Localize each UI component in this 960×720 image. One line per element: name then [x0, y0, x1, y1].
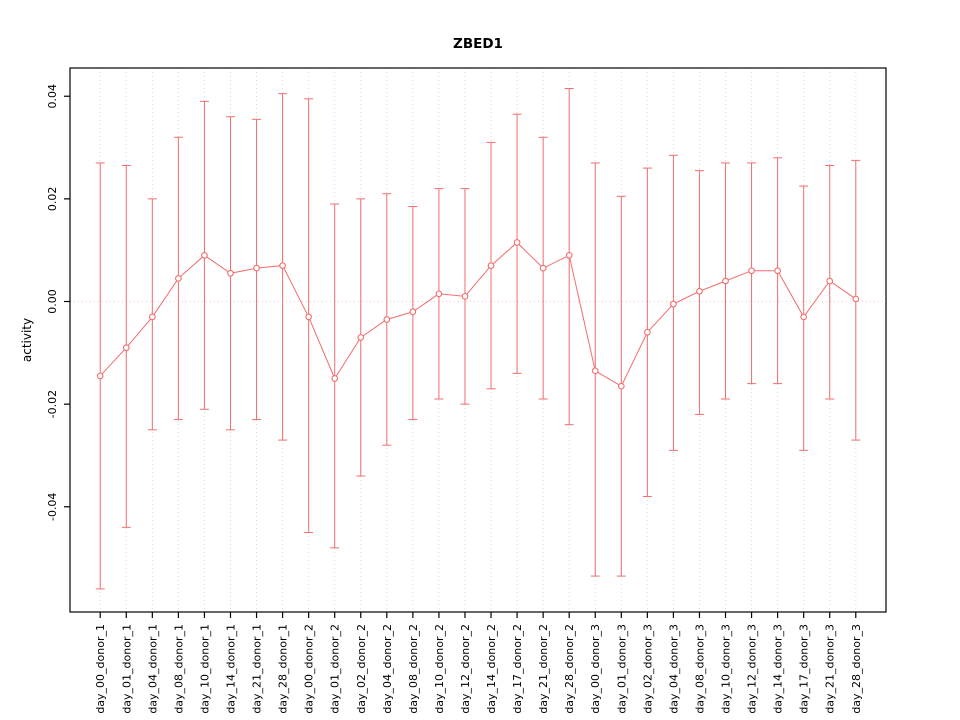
- x-tick-label: day_12_donor_2: [459, 624, 472, 714]
- series-points: [96, 239, 860, 390]
- y-tick-label: -0.04: [46, 493, 59, 521]
- data-point: [331, 375, 339, 382]
- data-point: [305, 313, 313, 321]
- x-tick-label: day_02_donor_3: [641, 624, 654, 714]
- data-point: [722, 277, 729, 285]
- data-point: [591, 367, 599, 375]
- data-point: [774, 267, 781, 275]
- data-point: [357, 334, 365, 341]
- x-tick-label: day_00_donor_2: [303, 624, 316, 714]
- x-tick-label: day_10_donor_1: [198, 624, 211, 714]
- x-tick-label: day_04_donor_1: [146, 624, 159, 714]
- data-point: [279, 262, 286, 269]
- y-tick-label: 0.02: [46, 187, 59, 212]
- data-point: [852, 295, 860, 303]
- data-point: [383, 316, 391, 323]
- x-tick-label: day_02_donor_2: [355, 624, 368, 714]
- data-point: [696, 287, 703, 295]
- data-point: [148, 313, 156, 321]
- data-point: [513, 239, 521, 246]
- data-point: [227, 269, 234, 277]
- x-tick-label: day_10_donor_2: [433, 624, 446, 714]
- axes: [69, 67, 887, 613]
- x-tick-label: day_10_donor_3: [720, 624, 733, 714]
- data-point: [487, 262, 495, 269]
- x-tick-label: day_08_donor_3: [693, 624, 706, 714]
- x-tick-label: day_17_donor_3: [798, 624, 811, 714]
- x-tick-label: day_01_donor_2: [329, 624, 342, 714]
- x-tick-label: day_28_donor_3: [850, 624, 863, 714]
- x-tick-label: day_08_donor_1: [172, 624, 185, 714]
- y-tick-label: -0.02: [46, 390, 59, 418]
- series-line: [99, 241, 857, 387]
- x-tick-label: day_21_donor_2: [537, 624, 550, 714]
- x-tick-label: day_14_donor_1: [224, 624, 237, 714]
- data-point: [201, 251, 208, 259]
- x-tick-label: day_17_donor_2: [511, 624, 524, 714]
- x-tick-label: day_12_donor_3: [746, 624, 759, 714]
- error-bars: [95, 88, 861, 590]
- data-point: [461, 293, 469, 300]
- x-tick-label: day_28_donor_2: [563, 624, 576, 714]
- data-point: [800, 313, 808, 321]
- data-point: [826, 277, 834, 285]
- data-point: [175, 275, 182, 282]
- data-point: [670, 300, 677, 308]
- x-tick-label: day_14_donor_2: [485, 624, 498, 714]
- data-point: [96, 372, 104, 380]
- y-tick-label: 0.00: [46, 289, 59, 314]
- data-point: [435, 290, 443, 298]
- grid-lines: [99, 68, 857, 612]
- data-point: [409, 308, 417, 316]
- data-point: [253, 264, 260, 272]
- x-tick-label: day_08_donor_2: [407, 624, 420, 714]
- x-tick-label: day_00_donor_3: [589, 624, 602, 714]
- x-tick-label: day_00_donor_1: [94, 624, 107, 714]
- y-axis-ticks: -0.04 -0.02 0.00 0.02 0.04: [46, 84, 70, 521]
- x-tick-label: day_14_donor_3: [772, 624, 785, 714]
- x-tick-label: day_04_donor_3: [667, 624, 680, 714]
- x-tick-label: day_28_donor_1: [277, 624, 290, 714]
- x-tick-label: day_21_donor_3: [824, 624, 837, 714]
- x-tick-label: day_04_donor_2: [381, 624, 394, 714]
- data-point: [565, 251, 573, 259]
- data-point: [748, 267, 755, 275]
- data-point: [539, 264, 547, 272]
- y-tick-label: 0.04: [46, 84, 59, 109]
- data-point: [643, 328, 651, 336]
- x-tick-label: day_01_donor_3: [615, 624, 628, 714]
- x-tick-label: day_01_donor_1: [120, 624, 133, 714]
- data-point: [122, 344, 130, 352]
- x-axis-ticks: day_00_donor_1 day_01_donor_1 day_04_donor…: [94, 612, 863, 714]
- x-tick-label: day_21_donor_1: [251, 624, 264, 714]
- chart-title: ZBED1: [453, 36, 503, 52]
- data-point: [617, 382, 625, 390]
